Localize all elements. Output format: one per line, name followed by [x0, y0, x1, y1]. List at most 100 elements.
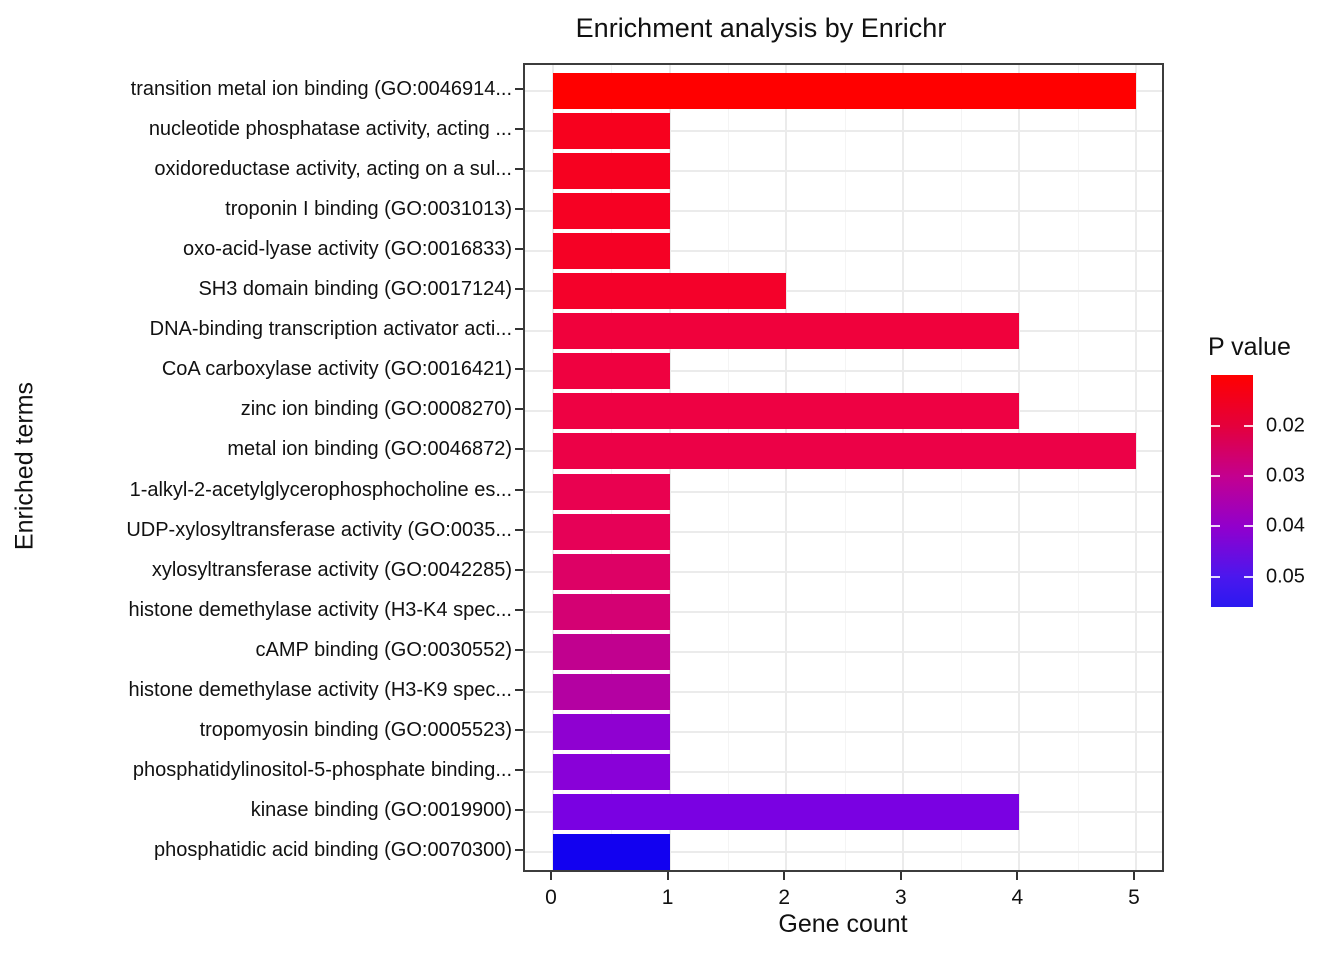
bar [553, 714, 670, 751]
x-tick-mark [899, 872, 902, 880]
y-tick-mark [515, 488, 523, 491]
legend-tick-label: 0.02 [1266, 414, 1305, 437]
legend-tick-label: 0.05 [1266, 565, 1305, 588]
y-tick-mark [515, 207, 523, 210]
y-tick-mark [515, 809, 523, 812]
gridline-major [525, 610, 1162, 613]
gridline-major [525, 490, 1162, 493]
y-tick-mark [515, 87, 523, 90]
legend-tick-mark [1244, 575, 1253, 578]
x-tick-label: 2 [778, 886, 791, 909]
y-tick-label: oxidoreductase activity, acting on a sul… [154, 157, 512, 180]
y-tick-label: tropomyosin binding (GO:0005523) [199, 719, 512, 742]
y-tick-mark [515, 769, 523, 772]
bar [553, 152, 670, 189]
plot-panel [523, 63, 1164, 872]
legend-gradient [1211, 375, 1253, 607]
gridline-major [525, 771, 1162, 774]
y-tick-label: oxo-acid-lyase activity (GO:0016833) [182, 237, 512, 260]
gridline-major [525, 129, 1162, 132]
y-tick-label: 1-alkyl-2-acetylglycerophosphocholine es… [129, 478, 512, 501]
gridline-major [525, 209, 1162, 212]
y-tick-label: CoA carboxylase activity (GO:0016421) [161, 358, 512, 381]
x-tick-label: 3 [894, 886, 907, 909]
bar [553, 593, 670, 630]
x-tick-label: 4 [1011, 886, 1024, 909]
x-axis-title: Gene count [778, 910, 908, 938]
bar [553, 192, 670, 229]
x-tick-mark [1016, 872, 1019, 880]
y-tick-mark [515, 328, 523, 331]
y-tick-mark [515, 247, 523, 250]
bar [553, 754, 670, 791]
y-tick-mark [515, 648, 523, 651]
y-tick-mark [515, 729, 523, 732]
legend-title: P value [1208, 333, 1291, 361]
bar [553, 513, 670, 550]
y-tick-label: zinc ion binding (GO:0008270) [240, 398, 512, 421]
bar [553, 433, 1136, 470]
bar [553, 313, 1020, 350]
x-tick-mark [783, 872, 786, 880]
y-tick-label: kinase binding (GO:0019900) [250, 799, 512, 822]
y-tick-mark [515, 288, 523, 290]
legend-tick-mark [1244, 424, 1253, 427]
gridline-major [525, 691, 1162, 693]
y-tick-label: cAMP binding (GO:0030552) [255, 638, 512, 661]
y-tick-label: nucleotide phosphatase activity, acting … [148, 117, 512, 140]
x-tick-label: 1 [661, 886, 674, 909]
bar [553, 232, 670, 269]
gridline-major [525, 731, 1162, 734]
legend-tick-mark [1211, 525, 1220, 528]
plot-title: Enrichment analysis by Enrichr [575, 13, 947, 43]
y-tick-label: histone demethylase activity (H3-K4 spec… [128, 598, 512, 621]
bar [553, 473, 670, 510]
bar [553, 393, 1020, 430]
legend-tick-mark [1211, 474, 1220, 477]
y-tick-mark [515, 127, 523, 130]
legend-tick-label: 0.03 [1266, 464, 1305, 487]
x-tick-label: 5 [1128, 886, 1140, 909]
bar [553, 633, 670, 670]
y-tick-mark [515, 608, 523, 611]
legend-tick-label: 0.04 [1266, 514, 1305, 537]
y-tick-mark [515, 448, 523, 451]
gridline-major [525, 650, 1162, 653]
bar [553, 794, 1020, 831]
y-tick-label: DNA-binding transcription activator acti… [149, 318, 512, 341]
y-tick-label: metal ion binding (GO:0046872) [227, 438, 512, 461]
x-tick-mark [1133, 872, 1135, 880]
bar [553, 112, 670, 149]
gridline-major [1135, 65, 1137, 870]
x-tick-mark [666, 872, 669, 880]
legend-tick-mark [1211, 575, 1220, 578]
gridline-major [525, 851, 1162, 854]
gridline-major [525, 570, 1162, 573]
legend-tick-mark [1244, 525, 1253, 528]
legend-tick-mark [1244, 474, 1253, 477]
x-tick-mark [550, 872, 552, 880]
gridline-major [525, 249, 1162, 252]
y-tick-mark [515, 849, 523, 852]
y-tick-label: SH3 domain binding (GO:0017124) [198, 278, 512, 300]
y-tick-mark [515, 689, 523, 691]
bar [553, 353, 670, 390]
y-tick-mark [515, 368, 523, 371]
gridline-major [525, 169, 1162, 172]
y-tick-label: transition metal ion binding (GO:0046914… [130, 77, 512, 100]
y-tick-label: histone demethylase activity (H3-K9 spec… [128, 679, 512, 701]
gridline-major [525, 290, 1162, 292]
bar [553, 553, 670, 590]
bar [553, 72, 1136, 109]
y-tick-mark [515, 167, 523, 170]
gridline-major [525, 530, 1162, 533]
y-tick-label: troponin I binding (GO:0031013) [225, 197, 512, 220]
bar [553, 834, 670, 871]
y-tick-mark [515, 568, 523, 571]
bar [553, 273, 787, 309]
y-tick-label: UDP-xylosyltransferase activity (GO:0035… [126, 518, 512, 541]
x-tick-label: 0 [545, 886, 557, 909]
legend-tick-mark [1211, 424, 1220, 427]
y-tick-label: phosphatidic acid binding (GO:0070300) [153, 839, 512, 862]
